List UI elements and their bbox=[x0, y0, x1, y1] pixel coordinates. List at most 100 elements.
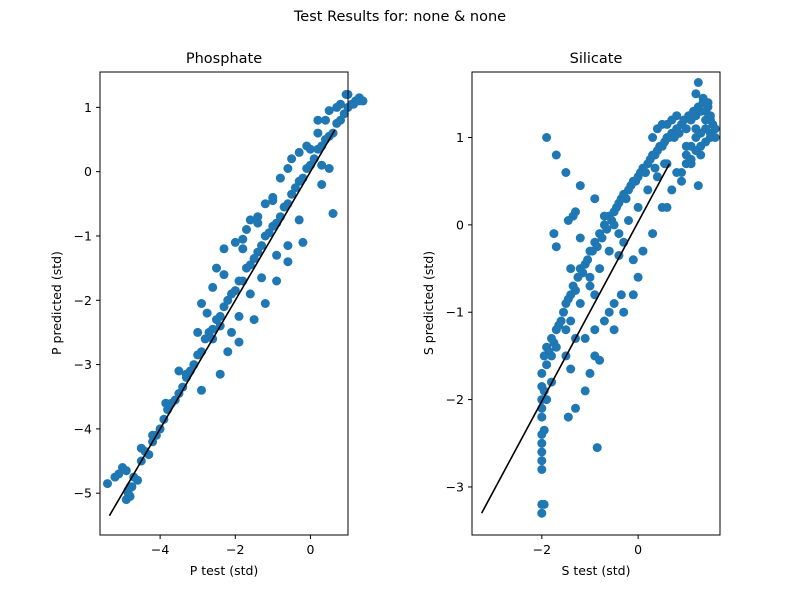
silicate-point bbox=[602, 224, 612, 234]
phosphate-point bbox=[341, 90, 351, 99]
silicate-point bbox=[701, 115, 711, 125]
silicate-point bbox=[563, 216, 573, 225]
silicate-point bbox=[681, 124, 691, 134]
phosphate-point bbox=[349, 99, 359, 109]
silicate-point bbox=[674, 128, 684, 138]
phosphate-y-tick-label: −2 bbox=[74, 293, 92, 308]
phosphate-point bbox=[324, 106, 334, 116]
silicate-point bbox=[537, 447, 547, 457]
phosphate-point bbox=[223, 347, 233, 357]
phosphate-point bbox=[215, 369, 225, 379]
silicate-title: Silicate bbox=[570, 51, 623, 67]
silicate-point bbox=[566, 264, 576, 274]
phosphate-point bbox=[283, 257, 293, 267]
phosphate-point bbox=[283, 241, 293, 251]
phosphate-point bbox=[245, 215, 255, 225]
silicate-point bbox=[547, 351, 556, 361]
silicate-point bbox=[640, 168, 650, 177]
silicate-point bbox=[677, 176, 686, 186]
phosphate-point bbox=[313, 128, 323, 138]
silicate-point bbox=[551, 342, 561, 352]
silicate-point bbox=[585, 281, 595, 291]
phosphate-x-label: P test (std) bbox=[190, 563, 259, 578]
silicate-point bbox=[616, 290, 626, 300]
silicate-point bbox=[710, 133, 720, 142]
phosphate-point bbox=[290, 183, 300, 193]
phosphate-fit bbox=[108, 129, 336, 517]
phosphate-point bbox=[121, 466, 131, 476]
phosphate-x-tick-label: −2 bbox=[226, 542, 244, 557]
phosphate-point bbox=[268, 196, 278, 206]
phosphate-point bbox=[257, 273, 267, 283]
silicate-point bbox=[650, 163, 660, 173]
phosphate-point bbox=[197, 385, 206, 395]
phosphate-point bbox=[133, 475, 143, 485]
silicate-point bbox=[599, 211, 609, 221]
phosphate-y-tick-label: −1 bbox=[74, 228, 92, 243]
silicate-point bbox=[633, 202, 643, 212]
silicate-point bbox=[638, 246, 648, 256]
phosphate-point bbox=[272, 250, 282, 260]
silicate-point bbox=[580, 333, 590, 343]
phosphate-point bbox=[332, 102, 342, 112]
silicate-point bbox=[643, 185, 653, 195]
silicate-y-tick-label: 1 bbox=[456, 130, 464, 145]
silicate-point bbox=[590, 194, 600, 204]
silicate-point bbox=[691, 89, 701, 99]
silicate-point bbox=[604, 307, 614, 317]
silicate-point bbox=[549, 229, 559, 239]
phosphate-point bbox=[202, 308, 212, 318]
silicate-point bbox=[599, 316, 609, 326]
silicate-y-tick-label: −1 bbox=[446, 305, 464, 320]
phosphate-point bbox=[234, 337, 244, 347]
silicate-y-ticks: −3 −2 −1 0 1 bbox=[446, 130, 472, 494]
phosphate-point bbox=[208, 282, 218, 292]
phosphate-point bbox=[197, 299, 206, 308]
phosphate-point bbox=[238, 244, 248, 254]
phosphate-point bbox=[136, 443, 146, 453]
phosphate-point bbox=[294, 215, 304, 225]
silicate-x-tick-label: 0 bbox=[634, 542, 642, 557]
phosphate-point bbox=[227, 327, 236, 337]
silicate-y-tick-label: −2 bbox=[446, 392, 464, 407]
silicate-point bbox=[693, 78, 703, 87]
phosphate-y-ticks: −5 −4 −3 −2 −1 0 1 bbox=[74, 100, 100, 501]
phosphate-point bbox=[260, 199, 270, 209]
figure-suptitle: Test Results for: none & none bbox=[293, 9, 507, 25]
silicate-point bbox=[537, 465, 547, 474]
phosphate-point bbox=[253, 218, 263, 228]
phosphate-x-tick-label: −4 bbox=[151, 542, 169, 557]
silicate-point bbox=[561, 168, 571, 177]
silicate-point bbox=[542, 360, 552, 370]
silicate-point bbox=[609, 299, 619, 308]
silicate-point bbox=[559, 307, 568, 317]
phosphate-point bbox=[161, 398, 171, 408]
phosphate-point bbox=[253, 247, 263, 257]
silicate-point bbox=[686, 159, 696, 169]
phosphate-fit-line bbox=[108, 129, 336, 517]
silicate-point bbox=[652, 172, 662, 182]
silicate-point bbox=[578, 268, 588, 278]
phosphate-point bbox=[302, 141, 312, 151]
silicate-point bbox=[681, 141, 691, 151]
silicate-point bbox=[652, 124, 662, 134]
silicate-point bbox=[595, 264, 605, 274]
phosphate-point bbox=[317, 160, 327, 170]
silicate-point bbox=[592, 242, 602, 252]
phosphate-x-ticks: −4 −2 0 bbox=[151, 535, 314, 557]
phosphate-point bbox=[103, 479, 112, 489]
silicate-fit-line bbox=[480, 163, 671, 514]
silicate-point bbox=[551, 150, 561, 160]
phosphate-point bbox=[181, 369, 191, 379]
silicate-point bbox=[542, 133, 552, 142]
silicate-point bbox=[592, 443, 602, 453]
silicate-point bbox=[585, 272, 595, 282]
phosphate-point bbox=[253, 212, 263, 222]
phosphate-point bbox=[257, 241, 267, 251]
silicate-point bbox=[648, 133, 658, 142]
silicate-point bbox=[561, 325, 571, 335]
phosphate-point bbox=[298, 237, 308, 247]
silicate-point bbox=[585, 368, 595, 378]
silicate-point bbox=[551, 242, 561, 252]
